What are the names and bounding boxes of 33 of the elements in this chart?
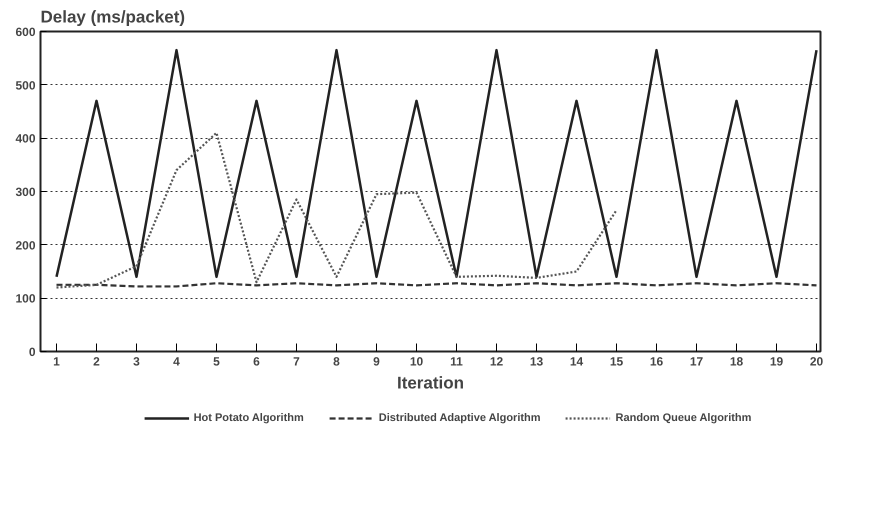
y-tick-label: 300 [15, 185, 36, 199]
x-tick-label: 1 [53, 354, 60, 368]
x-tick-label: 8 [333, 354, 340, 368]
x-tick-label: 16 [650, 354, 664, 368]
x-tick-label: 9 [373, 354, 380, 368]
x-tick-label: 11 [450, 354, 464, 368]
legend-label: Hot Potato Algorithm [194, 412, 304, 424]
x-tick-label: 19 [770, 354, 784, 368]
y-tick-label: 0 [28, 345, 36, 359]
x-tick-label: 10 [410, 354, 424, 368]
x-tick-label: 14 [570, 354, 584, 368]
x-tick-label: 13 [530, 354, 544, 368]
legend-label: Random Queue Algorithm [616, 412, 752, 424]
y-tick-label: 200 [15, 238, 36, 252]
y-axis-title: Delay (ms/packet) [40, 8, 186, 26]
x-tick-label: 12 [490, 354, 504, 368]
legend-label: Distributed Adaptive Algorithm [378, 412, 541, 424]
x-tick-label: 20 [810, 354, 824, 368]
x-tick-label: 2 [93, 354, 100, 368]
x-tick-label: 3 [133, 354, 140, 368]
x-tick-label: 4 [173, 354, 180, 368]
x-tick-label: 17 [690, 354, 704, 368]
y-tick-label: 400 [15, 132, 36, 146]
x-tick-label: 15 [610, 354, 624, 368]
y-tick-label: 600 [15, 25, 36, 39]
y-tick-label: 100 [15, 292, 36, 306]
x-tick-label: 7 [293, 354, 300, 368]
line-series [55, 132, 618, 289]
x-tick-label: 5 [213, 354, 220, 368]
x-axis-title: Iteration [396, 374, 464, 392]
x-tick-label: 18 [730, 354, 744, 368]
y-tick-label: 500 [15, 78, 36, 92]
x-tick-label: 6 [253, 354, 260, 368]
